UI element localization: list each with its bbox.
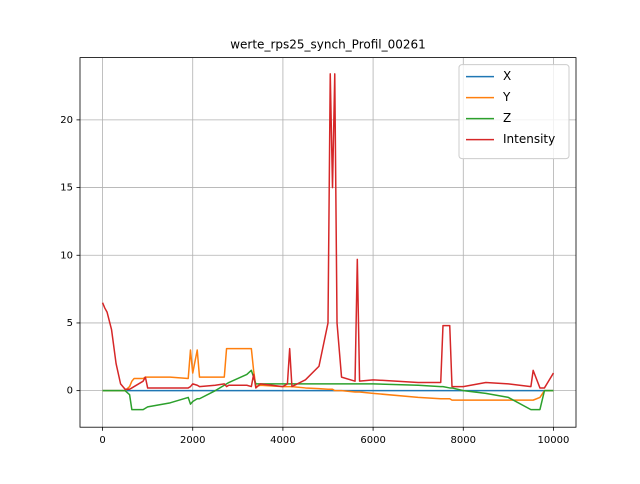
series-line <box>102 369 554 411</box>
x-tick-label: 4000 <box>270 435 295 446</box>
y-tick-label: 15 <box>60 183 73 194</box>
series-line <box>101 73 555 391</box>
y-tick-label: 0 <box>67 386 73 397</box>
y-tick-label: 20 <box>60 115 73 126</box>
legend-label: Z <box>503 111 511 125</box>
plot-frame <box>79 57 577 428</box>
x-tick-label: 0 <box>99 435 105 446</box>
y-tick-label: 10 <box>60 250 73 261</box>
x-tick-label: 2000 <box>180 435 205 446</box>
chart-title: werte_rps25_synch_Profil_00261 <box>230 38 426 52</box>
legend-label: X <box>503 69 511 83</box>
legend-label: Intensity <box>503 132 555 146</box>
x-tick-label: 10000 <box>538 435 570 446</box>
x-tick-label: 8000 <box>451 435 476 446</box>
legend-label: Y <box>502 90 511 104</box>
legend-box <box>458 64 570 160</box>
y-tick-label: 5 <box>67 318 73 329</box>
x-tick-label: 6000 <box>360 435 385 446</box>
